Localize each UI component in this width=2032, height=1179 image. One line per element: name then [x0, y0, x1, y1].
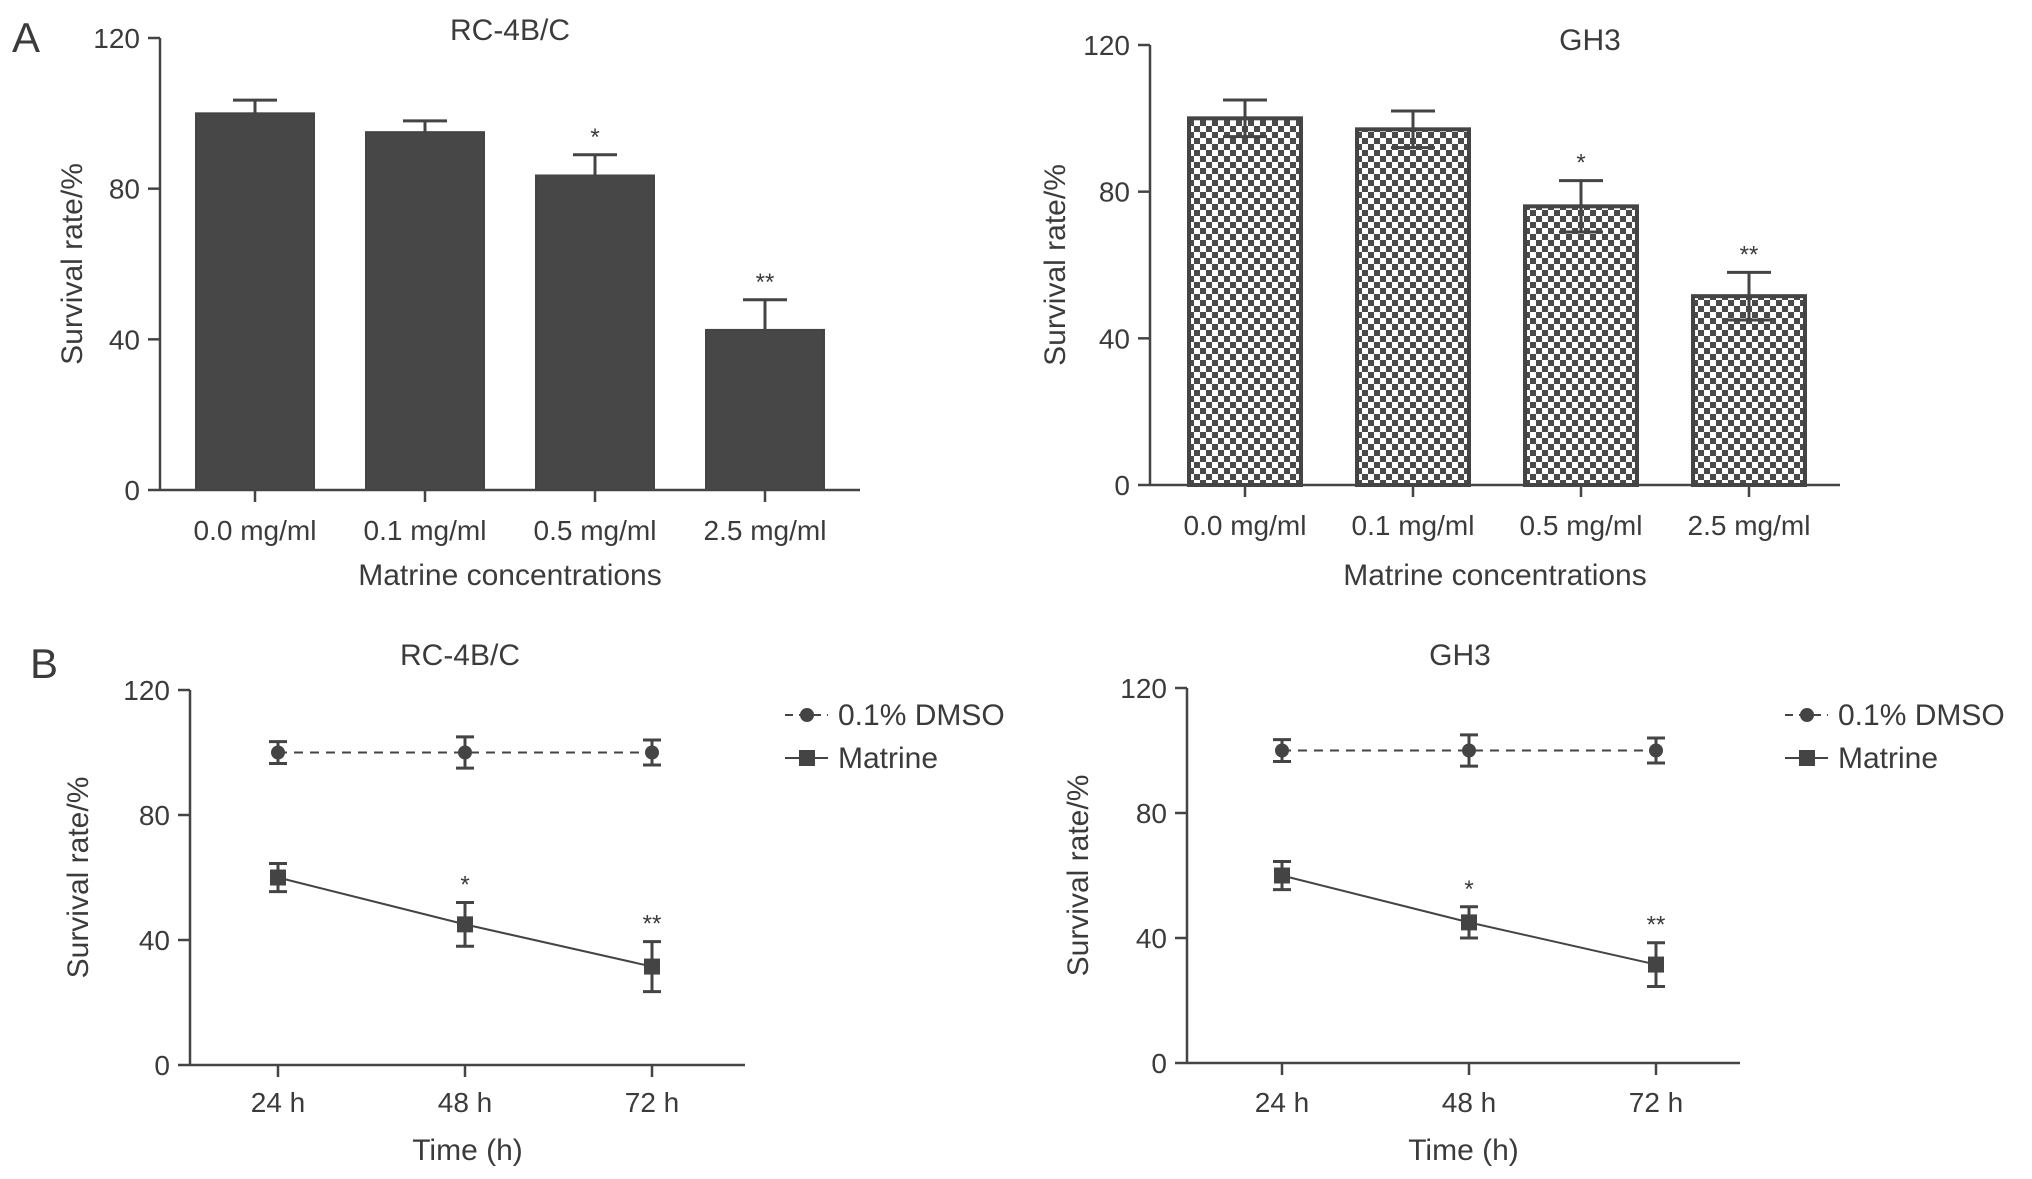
significance-label: *	[1464, 876, 1473, 903]
legend-label: Matrine	[1838, 742, 1938, 775]
legend-marker	[1800, 708, 1814, 722]
bar	[195, 112, 315, 491]
significance-label: **	[1740, 241, 1759, 268]
x-tick-label: 2.5 mg/ml	[704, 515, 827, 546]
data-point	[458, 745, 472, 760]
data-point	[1274, 867, 1290, 884]
x-tick-label: 24 h	[251, 1087, 306, 1118]
y-axis-label: Survival rate/%	[1039, 164, 1072, 366]
y-tick-label: 120	[1083, 30, 1130, 61]
y-tick-label: 40	[1099, 323, 1130, 354]
x-tick-label: 48 h	[1442, 1087, 1497, 1118]
x-tick-label: 48 h	[438, 1087, 493, 1118]
significance-label: *	[460, 872, 469, 899]
y-tick-label: 120	[123, 675, 170, 706]
data-point	[1649, 743, 1663, 758]
data-point	[271, 745, 285, 760]
legend-marker	[799, 750, 815, 766]
x-tick-label: 0.0 mg/ml	[1184, 510, 1307, 541]
x-tick-label: 0.1 mg/ml	[1352, 510, 1475, 541]
y-tick-label: 0	[1151, 1048, 1167, 1079]
significance-label: **	[643, 911, 662, 938]
x-tick-label: 0.5 mg/ml	[534, 515, 657, 546]
x-axis-label: Matrine concentrations	[1343, 559, 1647, 592]
data-point	[1648, 956, 1664, 973]
y-axis-label: Survival rate/%	[56, 163, 89, 365]
data-point	[644, 958, 660, 975]
x-tick-label: 72 h	[1629, 1087, 1684, 1118]
y-tick-label: 80	[109, 174, 140, 205]
data-point	[1461, 914, 1477, 931]
y-tick-label: 0	[154, 1050, 170, 1081]
legend-marker	[1799, 750, 1815, 766]
y-tick-label: 40	[109, 324, 140, 355]
chart-title: RC-4B/C	[400, 639, 520, 672]
chart-a-rc4bc: RC-4B/C 0 40 80 120 Survival rate/% Matrine co…	[56, 14, 860, 592]
bar	[1523, 204, 1639, 487]
y-tick-label: 120	[93, 23, 140, 54]
significance-label: *	[1576, 150, 1585, 177]
x-axis-label: Time (h)	[1408, 1134, 1519, 1167]
bar	[535, 174, 655, 491]
y-tick-label: 40	[139, 925, 170, 956]
legend-marker	[800, 708, 814, 722]
data-point	[270, 869, 286, 886]
bar	[705, 328, 825, 491]
panel-letter-b: B	[30, 640, 58, 687]
chart-title: GH3	[1429, 639, 1491, 672]
y-axis-label: Survival rate/%	[62, 777, 95, 979]
x-tick-label: 72 h	[625, 1087, 680, 1118]
y-tick-label: 0	[1114, 470, 1130, 501]
y-tick-label: 40	[1136, 923, 1167, 954]
y-axis-label: Survival rate/%	[1062, 775, 1095, 977]
y-tick-label: 80	[1136, 798, 1167, 829]
data-point	[1462, 743, 1476, 758]
bar	[1355, 127, 1471, 487]
bar	[1187, 116, 1303, 487]
legend-label: 0.1% DMSO	[1838, 699, 2005, 732]
legend-label: Matrine	[838, 742, 938, 775]
legend-label: 0.1% DMSO	[838, 699, 1005, 732]
y-tick-label: 80	[1099, 177, 1130, 208]
x-tick-label: 2.5 mg/ml	[1688, 510, 1811, 541]
bar	[365, 131, 485, 492]
x-tick-label: 0.5 mg/ml	[1520, 510, 1643, 541]
chart-b-gh3: GH3 0 40 80 120 Survival rate/% Time (h) 24 h 48…	[1062, 639, 2005, 1167]
data-point	[645, 745, 659, 760]
x-tick-label: 0.0 mg/ml	[194, 515, 317, 546]
x-tick-label: 0.1 mg/ml	[364, 515, 487, 546]
x-axis-label: Matrine concentrations	[358, 559, 662, 592]
x-tick-label: 24 h	[1255, 1087, 1310, 1118]
y-tick-label: 120	[1120, 673, 1167, 704]
chart-b-rc4bc: RC-4B/C 0 40 80 120 Survival rate/% Time (h) 24…	[62, 639, 1005, 1167]
chart-title: RC-4B/C	[450, 14, 570, 47]
chart-title: GH3	[1559, 24, 1621, 57]
y-tick-label: 80	[139, 800, 170, 831]
data-point	[1275, 743, 1289, 758]
bar	[1691, 294, 1807, 487]
chart-a-gh3: GH3 0 40 80 120 Survival rate/% Matrine concen…	[1039, 24, 1840, 592]
significance-label: *	[590, 124, 599, 151]
data-point	[457, 916, 473, 933]
significance-label: **	[1647, 912, 1666, 939]
significance-label: **	[756, 269, 775, 296]
x-axis-label: Time (h)	[412, 1134, 523, 1167]
y-tick-label: 0	[124, 475, 140, 506]
panel-letter-a: A	[12, 14, 40, 61]
